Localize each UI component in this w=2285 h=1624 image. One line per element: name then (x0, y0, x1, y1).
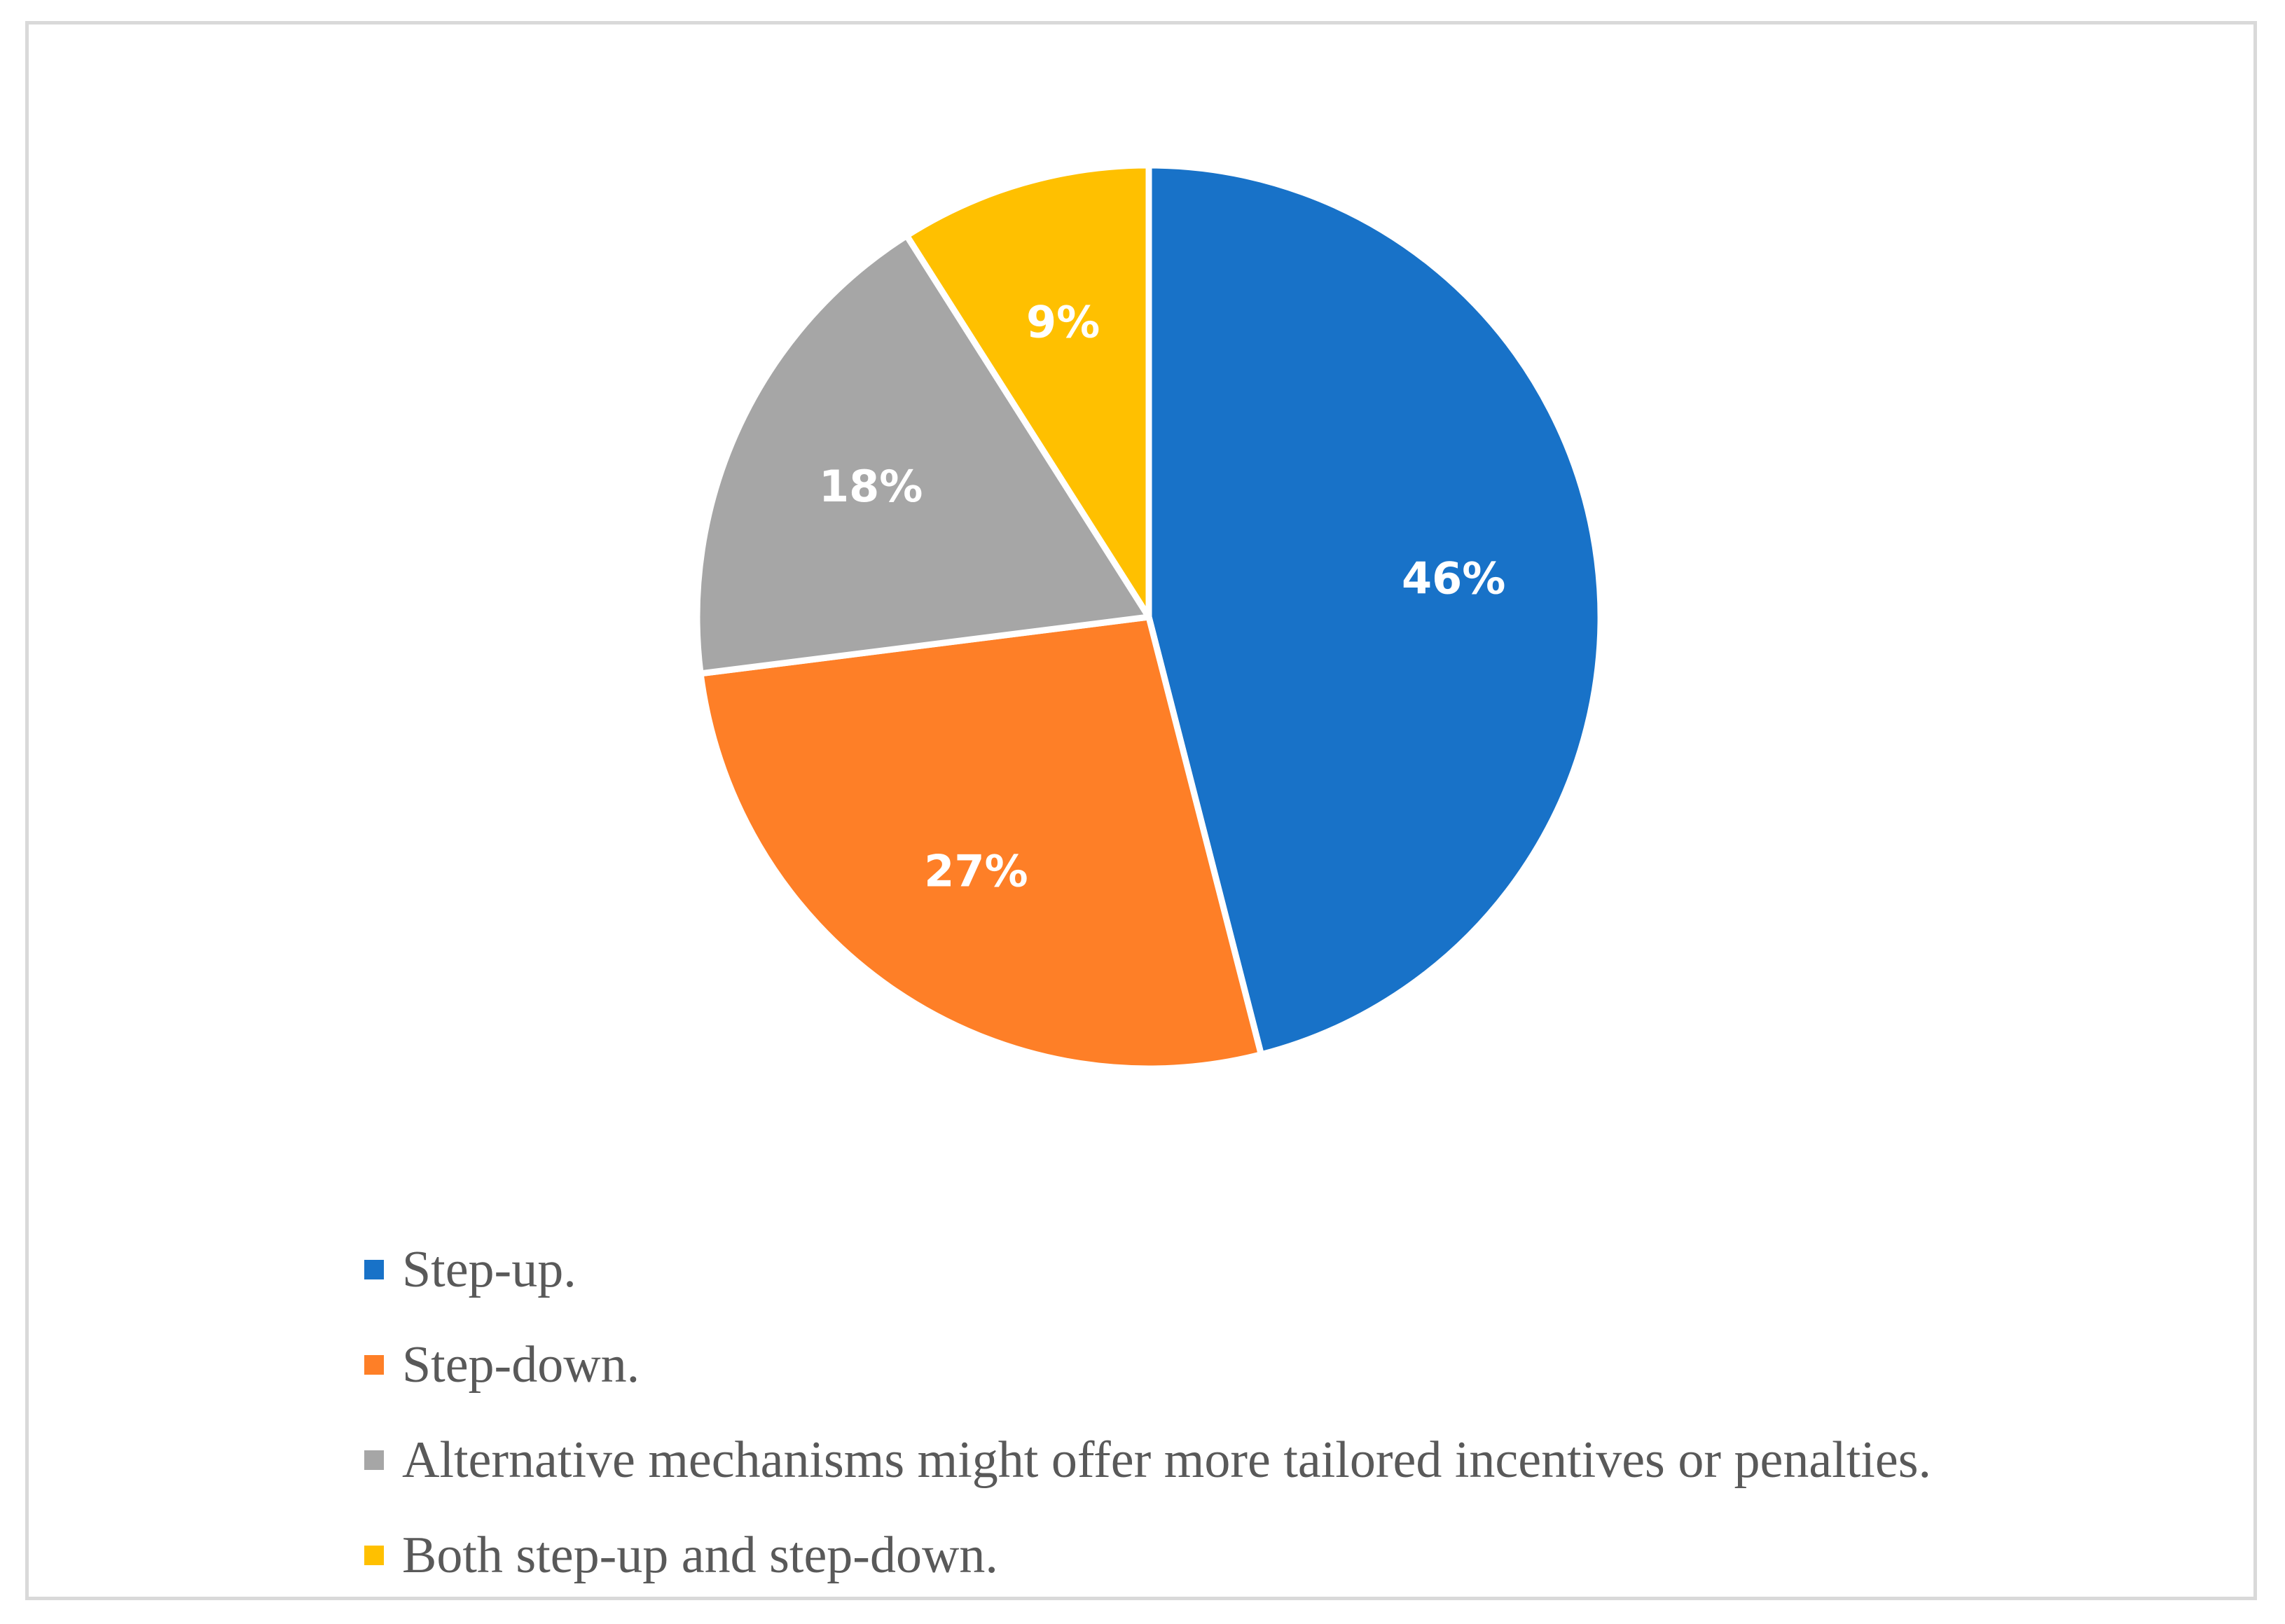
legend-item-both: Both step-up and step-down. (364, 1508, 1931, 1603)
legend-swatch-step-up (364, 1260, 384, 1279)
pie-slice-step-down (697, 613, 1264, 1072)
legend: Step-up. Step-down. Alternative mechanis… (364, 1222, 1931, 1603)
legend-label-step-down: Step-down. (402, 1335, 640, 1394)
data-label-both: 9% (1026, 296, 1100, 347)
legend-item-step-up: Step-up. (364, 1222, 1931, 1317)
legend-swatch-both (364, 1546, 384, 1565)
pie-slice-alternative-mechanisms (693, 232, 1152, 677)
pie-data-labels: 46% 27% 18% 9% (819, 296, 1505, 896)
legend-label-both: Both step-up and step-down. (402, 1526, 998, 1584)
pie-slice-both (903, 162, 1152, 620)
legend-item-alternative-mechanisms: Alternative mechanisms might offer more … (364, 1413, 1931, 1508)
pie-slices (693, 162, 1604, 1072)
pie-slice-step-up (1145, 162, 1604, 1058)
legend-swatch-alternative-mechanisms (364, 1450, 384, 1470)
data-label-alternative-mechanisms: 18% (819, 461, 923, 512)
data-label-step-down: 27% (924, 845, 1028, 896)
legend-label-alternative-mechanisms: Alternative mechanisms might offer more … (402, 1431, 1931, 1489)
legend-swatch-step-down (364, 1355, 384, 1375)
data-label-step-up: 46% (1402, 553, 1505, 604)
legend-label-step-up: Step-up. (402, 1240, 577, 1298)
legend-item-step-down: Step-down. (364, 1317, 1931, 1413)
